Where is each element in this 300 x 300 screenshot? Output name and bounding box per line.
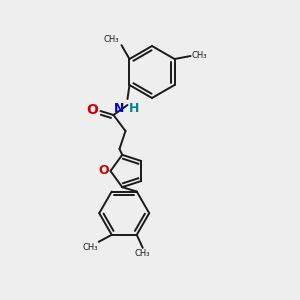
Text: CH₃: CH₃: [135, 249, 151, 258]
Text: CH₃: CH₃: [104, 35, 119, 44]
Text: O: O: [98, 164, 109, 178]
Text: H: H: [128, 102, 139, 115]
Text: CH₃: CH₃: [191, 52, 207, 61]
Text: N: N: [114, 102, 124, 115]
Text: CH₃: CH₃: [82, 243, 98, 252]
Text: O: O: [87, 103, 98, 117]
